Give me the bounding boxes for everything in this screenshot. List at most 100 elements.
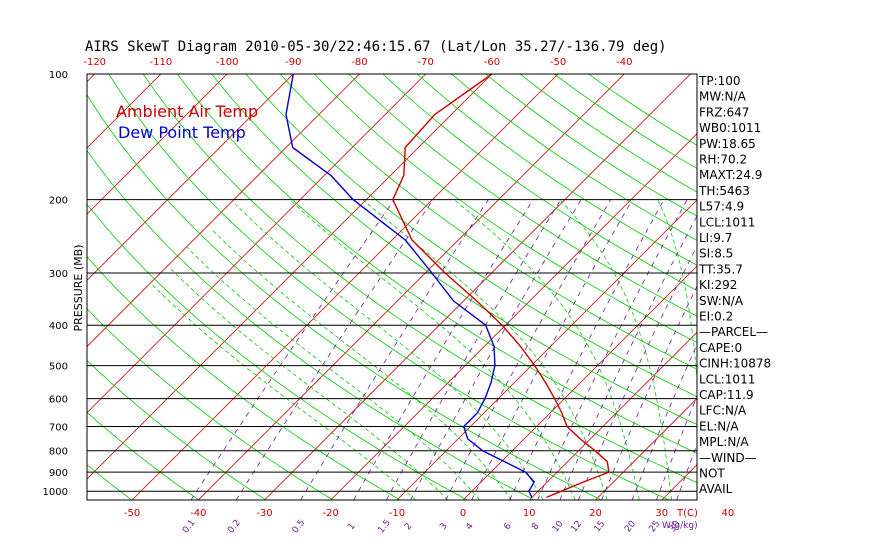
moist-adiabat-line <box>362 199 608 500</box>
dry-adiabat-line <box>348 74 697 317</box>
plot-frame <box>86 73 698 501</box>
sounding-index-item: FRZ:647 <box>699 105 749 119</box>
pressure-tick-label: 200 <box>49 196 68 207</box>
mixing-ratio-line <box>445 199 612 500</box>
legend-ambient-air-temp: Ambient Air Temp <box>116 102 258 121</box>
sounding-index-item: MPL:N/A <box>699 435 749 449</box>
isotherm-line <box>462 265 697 500</box>
mixing-ratio-tick-label: 4 <box>464 521 476 532</box>
moist-adiabat-line <box>152 284 417 500</box>
dry-adiabat-line <box>279 74 697 370</box>
mixing-ratio-line <box>385 199 562 500</box>
pressure-tick-label: 500 <box>49 362 68 373</box>
dewpoint-profile-line <box>285 74 535 498</box>
top-temperature-tick: -60 <box>484 57 500 68</box>
profile-lines <box>285 74 610 499</box>
bottom-temperature-tick: -20 <box>323 508 339 519</box>
top-temperature-tick: -90 <box>285 57 301 68</box>
top-temperature-tick: -80 <box>351 57 367 68</box>
moist-adiabat-line <box>186 246 480 500</box>
mixing-ratio-tick-label: 3 <box>438 521 449 532</box>
mixing-ratio-line <box>559 214 697 500</box>
axes: 0.1 0.2 0.5 1 1.5 2 3 4 6 8 10 12 15 20 25 30W(g/kg)100… <box>43 57 735 535</box>
sounding-index-item: LCL:1011 <box>699 215 755 229</box>
isotherm-line <box>87 74 426 414</box>
isotherm-line <box>87 74 493 480</box>
mixing-ratio-tick-label: 8 <box>530 521 542 532</box>
moist-adiabat-line <box>289 199 576 500</box>
dry-adiabat-line <box>87 359 267 500</box>
sounding-index-item: EL:N/A <box>699 419 739 433</box>
top-temperature-tick: -110 <box>150 57 173 68</box>
isotherm-line <box>264 74 691 500</box>
mixing-ratio-line <box>578 245 697 500</box>
sounding-index-item: WB0:1011 <box>699 121 761 135</box>
isotherm-line <box>87 74 162 149</box>
mixing-ratio-line <box>300 199 489 500</box>
pressure-tick-label: 600 <box>49 395 68 406</box>
mixing-ratio-tick-label: 6 <box>502 521 514 532</box>
top-temperature-tick: -50 <box>550 57 566 68</box>
dry-adiabat-line <box>87 308 334 500</box>
sounding-index-item: RH:70.2 <box>699 153 747 167</box>
top-temperature-tick: -120 <box>83 57 106 68</box>
sounding-index-item: LCL:1011 <box>699 372 755 386</box>
mixing-ratio-tick-label: 0.5 <box>291 518 308 535</box>
sounding-index-item: CINH:10878 <box>699 357 771 371</box>
sounding-index-item: TH:5463 <box>698 184 750 198</box>
dry-adiabat-line <box>108 74 669 500</box>
sounding-index-item: SI:8.5 <box>699 247 733 261</box>
dry-adiabat-line <box>245 74 697 398</box>
dry-adiabat-line <box>416 74 697 266</box>
dry-adiabat-line <box>87 464 132 500</box>
chart-title: AIRS SkewT Diagram 2010-05-30/22:46:15.6… <box>85 39 667 55</box>
legend-dew-point-temp: Dew Point Temp <box>118 123 246 142</box>
dry-adiabat-line <box>87 203 468 500</box>
dry-adiabat-line <box>87 149 535 500</box>
temperature-profile-line <box>392 74 610 499</box>
top-temperature-tick: -40 <box>616 57 632 68</box>
legend: Ambient Air Temp Dew Point Temp <box>116 102 258 142</box>
pressure-tick-label: 700 <box>49 423 68 434</box>
top-temperature-tick: -70 <box>418 57 434 68</box>
mixing-ratio-line <box>631 343 697 500</box>
bottom-temperature-tick: -10 <box>389 508 405 519</box>
isotherm-line <box>595 397 697 500</box>
sounding-index-item: LFC:N/A <box>699 404 747 418</box>
mixing-ratio-line <box>509 199 665 500</box>
bottom-temperature-tick: 30 <box>655 508 668 519</box>
sounding-index-item: PW:18.65 <box>699 137 756 151</box>
isotherm-line <box>87 74 228 215</box>
sounding-index-item: AVAIL <box>699 482 733 496</box>
dry-adiabat-line <box>176 74 697 454</box>
mixing-ratio-line <box>537 199 688 500</box>
pressure-tick-label: 100 <box>49 70 68 81</box>
mixing-ratio-tick-label: 0.2 <box>226 518 243 535</box>
sounding-index-item: —WIND— <box>699 451 757 465</box>
top-temperature-tick: -100 <box>216 57 239 68</box>
mixing-ratio-tick-label: 0.1 <box>181 518 198 535</box>
pressure-tick-label: 1000 <box>43 487 68 498</box>
dry-adiabat-line <box>382 74 697 291</box>
mixing-ratio-tick-label: 15 <box>592 519 607 534</box>
bottom-temperature-tick: -30 <box>256 508 272 519</box>
bottom-temperature-tick: 40 <box>722 508 735 519</box>
pressure-tick-label: 900 <box>49 468 68 479</box>
dry-adiabat-line <box>314 74 697 343</box>
mixing-ratio-line <box>656 395 697 500</box>
isotherm-line <box>0 74 29 500</box>
sounding-index-item: NOT <box>699 467 725 481</box>
mixing-ratio-tick-label: 12 <box>569 519 584 534</box>
mixing-ratio-line <box>235 199 434 500</box>
sounding-index-item: EI:0.2 <box>699 310 733 324</box>
bottom-temperature-tick: -50 <box>124 508 140 519</box>
sounding-index-item: CAP:11.9 <box>699 388 754 402</box>
mixing-ratio-unit-label: W(g/kg) <box>662 521 698 531</box>
sounding-index-item: TT:35.7 <box>698 262 743 276</box>
sounding-index-item: KI:292 <box>699 278 737 292</box>
sounding-index-item: —PARCEL— <box>699 325 768 339</box>
sounding-index-item: MAXT:24.9 <box>699 168 762 182</box>
mixing-ratio-tick-label: 25 <box>647 519 662 534</box>
mixing-ratio-line <box>353 199 534 500</box>
